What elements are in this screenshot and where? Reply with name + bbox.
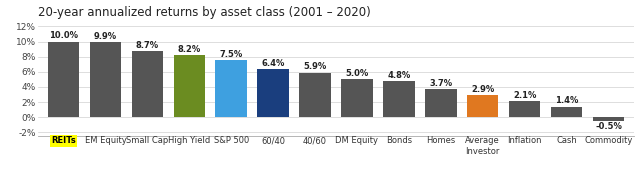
Text: S&P 500: S&P 500	[214, 136, 249, 146]
Text: 2.9%: 2.9%	[471, 85, 494, 94]
Text: High Yield: High Yield	[168, 136, 211, 146]
Text: 9.9%: 9.9%	[94, 32, 117, 41]
Text: 7.5%: 7.5%	[220, 50, 243, 59]
Bar	[467, 95, 499, 117]
Text: 5.0%: 5.0%	[346, 69, 369, 78]
Bar	[425, 89, 456, 117]
Bar	[593, 117, 624, 121]
Bar	[257, 69, 289, 117]
Text: 10.0%: 10.0%	[49, 31, 78, 40]
Bar	[383, 81, 415, 117]
Text: 8.2%: 8.2%	[178, 45, 201, 54]
Text: Commodity: Commodity	[584, 136, 632, 146]
Text: Homes: Homes	[426, 136, 456, 146]
Text: DM Equity: DM Equity	[335, 136, 378, 146]
Text: 3.7%: 3.7%	[429, 79, 452, 88]
Text: Bonds: Bonds	[386, 136, 412, 146]
Bar	[90, 42, 121, 117]
Text: 4.8%: 4.8%	[387, 71, 410, 80]
Text: 20-year annualized returns by asset class (2001 – 2020): 20-year annualized returns by asset clas…	[38, 6, 371, 19]
Text: 2.1%: 2.1%	[513, 91, 536, 100]
Text: EM Equity: EM Equity	[84, 136, 126, 146]
Text: 40/60: 40/60	[303, 136, 327, 146]
Bar	[341, 79, 372, 117]
Bar	[551, 107, 582, 117]
Text: Average
Investor: Average Investor	[465, 136, 500, 156]
Text: 60/40: 60/40	[261, 136, 285, 146]
Text: REITs: REITs	[51, 136, 76, 146]
Text: 6.4%: 6.4%	[261, 59, 285, 68]
Bar	[216, 60, 247, 117]
Bar	[509, 101, 540, 117]
Text: 8.7%: 8.7%	[136, 41, 159, 50]
Text: Inflation: Inflation	[508, 136, 542, 146]
Bar	[132, 51, 163, 117]
Bar	[48, 42, 79, 117]
Bar	[173, 55, 205, 117]
Text: 1.4%: 1.4%	[555, 96, 578, 105]
Text: 5.9%: 5.9%	[303, 62, 326, 71]
Bar	[300, 73, 331, 117]
Text: Small Cap: Small Cap	[126, 136, 168, 146]
Text: -0.5%: -0.5%	[595, 122, 622, 132]
Text: Cash: Cash	[556, 136, 577, 146]
